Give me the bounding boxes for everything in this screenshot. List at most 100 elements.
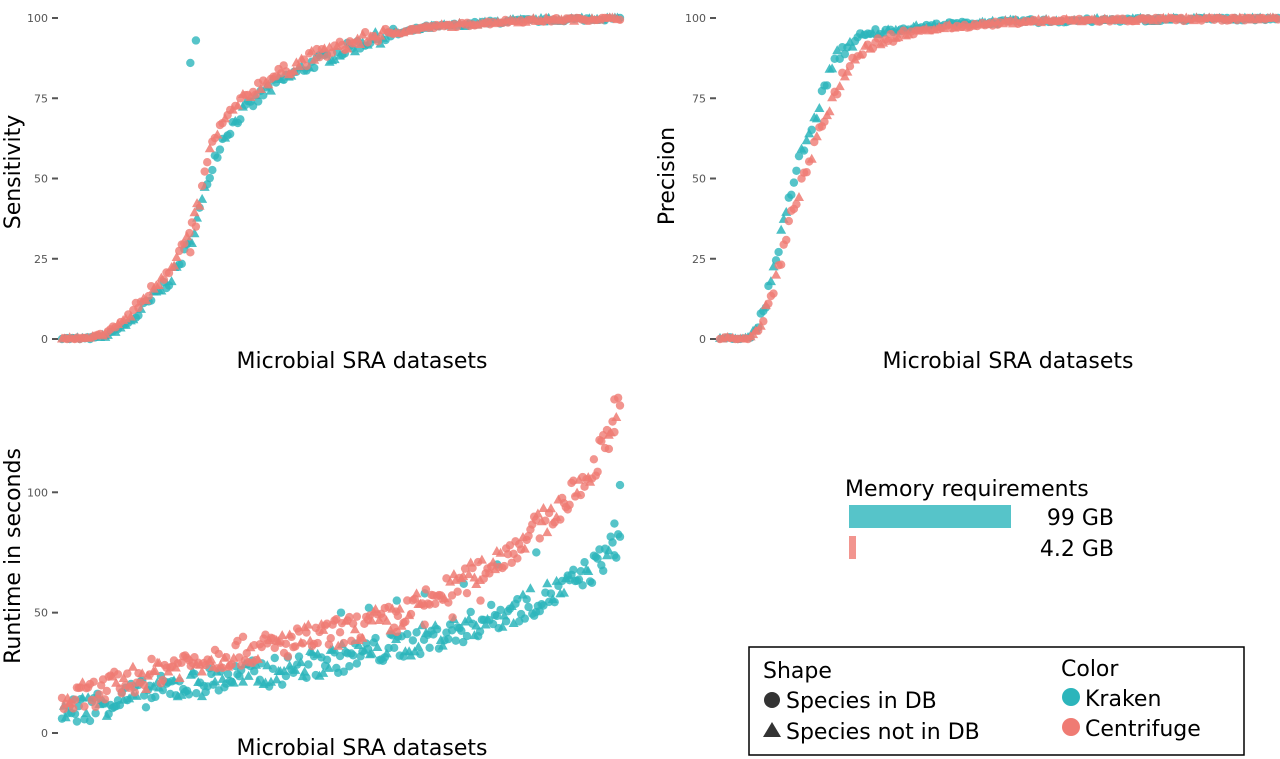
runtime-y-tick-label: 0 xyxy=(41,727,48,740)
runtime-kraken-circle-point xyxy=(599,566,608,575)
memory-requirements: Memory requirements 99 GB 4.2 GB xyxy=(845,477,1114,562)
runtime-centrifuge-circle-point xyxy=(123,669,132,678)
runtime-centrifuge-circle-point xyxy=(227,660,237,669)
runtime-kraken-circle-point xyxy=(522,595,531,604)
sensitivity-centrifuge-triangle-point xyxy=(309,54,320,64)
runtime-centrifuge-circle-point xyxy=(335,628,345,637)
runtime-kraken-circle-point xyxy=(444,634,453,644)
runtime-centrifuge-triangle-point xyxy=(381,615,392,625)
legend-kraken-swatch-icon xyxy=(1062,688,1080,706)
runtime-centrifuge-triangle-point xyxy=(196,666,207,676)
precision-centrifuge-circle-point xyxy=(784,216,793,226)
runtime-kraken-triangle-point xyxy=(238,676,249,686)
runtime-centrifuge-triangle-point xyxy=(252,653,263,663)
precision-kraken-circle-point xyxy=(822,81,832,90)
runtime-kraken-circle-point xyxy=(608,538,617,547)
runtime-kraken-circle-point xyxy=(364,603,374,613)
memory-bar-centrifuge xyxy=(849,536,856,559)
sensitivity-y-tick-label: 75 xyxy=(34,92,48,105)
sensitivity-centrifuge-triangle-point xyxy=(169,260,180,270)
runtime-y-ticks: 0 50 100 xyxy=(27,486,58,740)
runtime-centrifuge-circle-point xyxy=(406,609,416,619)
sensitivity-centrifuge-circle-point xyxy=(180,239,189,248)
runtime-kraken-circle-point xyxy=(593,554,602,563)
sensitivity-centrifuge-circle-point xyxy=(159,275,169,284)
runtime-kraken-circle-point xyxy=(268,664,278,673)
runtime-centrifuge-circle-point xyxy=(347,636,356,646)
precision-centrifuge-circle-point xyxy=(769,289,778,298)
sensitivity-kraken-triangle-point xyxy=(197,193,208,203)
runtime-centrifuge-triangle-point xyxy=(277,630,288,640)
runtime-kraken-circle-point xyxy=(403,629,412,639)
runtime-kraken-circle-point xyxy=(615,480,625,490)
runtime-centrifuge-circle-point xyxy=(298,639,307,648)
runtime-kraken-triangle-point xyxy=(228,677,239,687)
runtime-kraken-circle-point xyxy=(501,617,511,626)
runtime-kraken-triangle-point xyxy=(243,670,254,680)
memory-label-kraken: 99 GB xyxy=(1047,506,1114,531)
sensitivity-centrifuge-triangle-point xyxy=(255,83,266,93)
runtime-centrifuge-triangle-point xyxy=(469,572,480,582)
runtime-centrifuge-circle-point xyxy=(80,702,89,711)
runtime-kraken-circle-point xyxy=(184,690,194,699)
runtime-kraken-triangle-point xyxy=(413,641,424,651)
sensitivity-centrifuge-circle-point xyxy=(203,157,212,167)
sensitivity-x-axis-title: Microbial SRA datasets xyxy=(237,349,488,374)
runtime-centrifuge-circle-point xyxy=(270,643,279,653)
runtime-centrifuge-circle-point xyxy=(460,564,470,573)
runtime-centrifuge-circle-point xyxy=(326,634,335,643)
sensitivity-kraken-circle-point xyxy=(208,165,217,175)
runtime-kraken-circle-point xyxy=(532,548,541,557)
precision-centrifuge-triangle-point xyxy=(842,66,853,76)
precision-centrifuge-triangle-point xyxy=(827,92,838,102)
sensitivity-centrifuge-triangle-point xyxy=(288,65,299,75)
legend-color-title: Color xyxy=(1061,657,1119,682)
sensitivity-centrifuge-circle-point xyxy=(299,55,309,64)
precision-centrifuge-triangle-point xyxy=(793,191,804,201)
runtime-kraken-circle-point xyxy=(475,627,485,636)
legend-shape-label-0: Species in DB xyxy=(786,689,937,714)
runtime-centrifuge-triangle-point xyxy=(303,619,314,629)
runtime-kraken-circle-point xyxy=(281,671,291,681)
runtime-kraken-circle-point xyxy=(339,667,348,676)
sensitivity-kraken-circle-point xyxy=(236,115,245,124)
sensitivity-y-axis-title: Sensitivity xyxy=(1,115,26,230)
runtime-kraken-circle-point xyxy=(85,716,95,726)
precision-kraken-triangle-point xyxy=(832,45,843,55)
sensitivity-centrifuge-triangle-point xyxy=(355,39,366,49)
precision-centrifuge-triangle-point xyxy=(771,269,782,279)
sensitivity-y-tick-label: 50 xyxy=(34,173,48,186)
runtime-centrifuge-triangle-point xyxy=(366,615,377,625)
sensitivity-centrifuge-triangle-point xyxy=(153,280,164,290)
runtime-centrifuge-circle-point xyxy=(453,587,462,596)
runtime-centrifuge-circle-point xyxy=(89,677,98,686)
runtime-centrifuge-circle-point xyxy=(392,627,401,637)
runtime-centrifuge-triangle-point xyxy=(573,474,584,484)
runtime-centrifuge-triangle-point xyxy=(140,684,151,694)
runtime-panel: 0 50 100 Microbial SRA datasets Runtime in… xyxy=(1,393,625,759)
precision-kraken-triangle-point xyxy=(801,135,812,145)
runtime-centrifuge-circle-point xyxy=(476,596,485,605)
runtime-kraken-circle-point xyxy=(466,607,475,617)
runtime-centrifuge-triangle-point xyxy=(476,554,487,564)
sensitivity-y-tick-label: 0 xyxy=(41,333,48,346)
runtime-centrifuge-circle-point xyxy=(158,675,167,685)
runtime-kraken-circle-point xyxy=(207,669,216,679)
runtime-kraken-circle-point xyxy=(587,578,597,588)
runtime-centrifuge-circle-point xyxy=(444,598,453,607)
runtime-centrifuge-triangle-point xyxy=(137,668,148,678)
runtime-kraken-triangle-point xyxy=(525,583,536,593)
sensitivity-centrifuge-triangle-point xyxy=(293,61,304,71)
sensitivity-kraken-circle-point xyxy=(186,58,195,68)
runtime-centrifuge-triangle-point xyxy=(127,661,138,671)
runtime-kraken-triangle-point xyxy=(603,545,614,555)
sensitivity-kraken-circle-point xyxy=(253,97,263,106)
sensitivity-centrifuge-circle-point xyxy=(315,53,324,62)
sensitivity-centrifuge-triangle-point xyxy=(141,295,152,305)
precision-y-tick-label: 0 xyxy=(699,333,706,346)
runtime-centrifuge-circle-point xyxy=(95,690,104,699)
precision-x-axis-title: Microbial SRA datasets xyxy=(883,349,1134,374)
runtime-centrifuge-circle-point xyxy=(302,628,311,637)
runtime-kraken-circle-point xyxy=(416,649,425,659)
runtime-kraken-circle-point xyxy=(270,653,279,663)
